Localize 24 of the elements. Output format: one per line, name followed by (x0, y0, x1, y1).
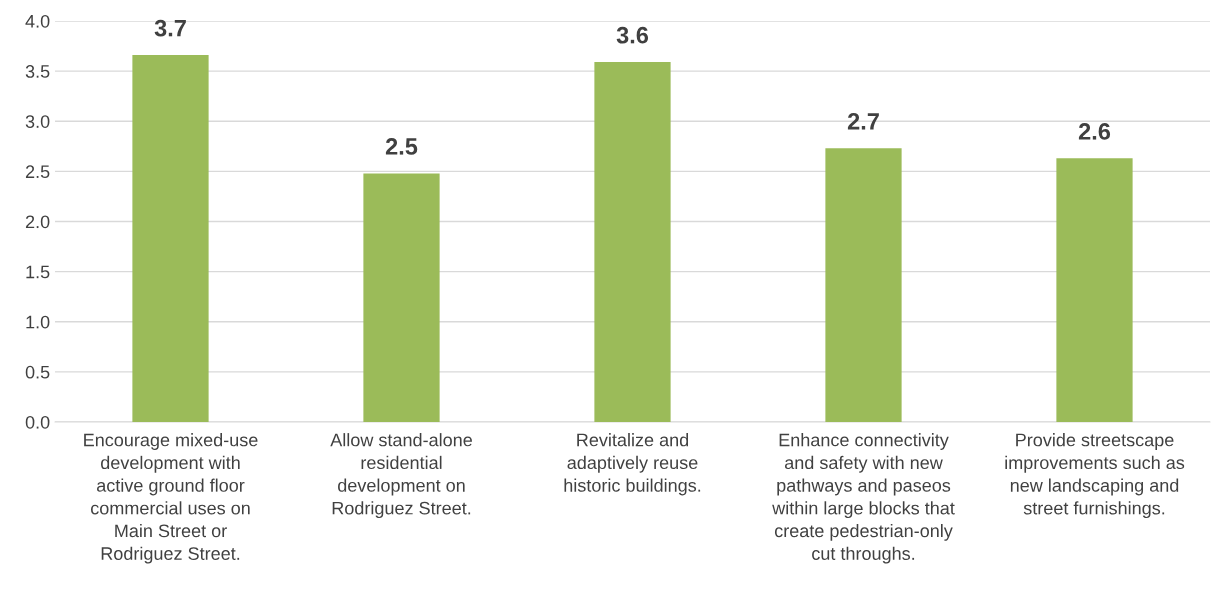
x-tick-label: Provide streetscape improvements such as new landscaping and street furnishings. (1005, 433, 1185, 519)
data-label: 3.7 (154, 19, 186, 37)
bar (825, 148, 902, 422)
y-tick-label: 3.0 (25, 115, 50, 128)
data-label: 2.7 (847, 113, 879, 130)
x-tick-label: Allow stand-alone residential development on Rodriguez Street. (330, 433, 472, 519)
x-tick-label: Encourage mixed-use development with active ground floor commercial uses on Main Street or Rodriguez Street. (84, 433, 258, 564)
data-label: 2.6 (1078, 123, 1111, 140)
y-tick-label: 1.5 (26, 265, 50, 279)
y-tick-label: 3.5 (25, 65, 50, 78)
y-tick-label: 1.0 (26, 315, 50, 329)
bar (363, 173, 440, 422)
bar (132, 55, 209, 422)
data-label: 3.6 (616, 26, 649, 44)
bar (594, 62, 671, 422)
y-tick-label: 2.0 (25, 215, 50, 229)
y-tick-label: 2.5 (25, 165, 50, 179)
y-tick-label: 0.5 (25, 365, 50, 379)
x-tick-label: Revitalize and adaptively reuse historic buildings. (564, 433, 701, 496)
y-tick-label: 4.0 (25, 14, 50, 28)
x-tick-label: Enhance connectivity and safety with new pathways and paseos within large blocks that create pedestrian-only cut throughs. (772, 433, 955, 564)
bar (1056, 158, 1133, 422)
data-label: 2.5 (385, 138, 418, 155)
y-tick-label: 0.0 (25, 415, 50, 429)
